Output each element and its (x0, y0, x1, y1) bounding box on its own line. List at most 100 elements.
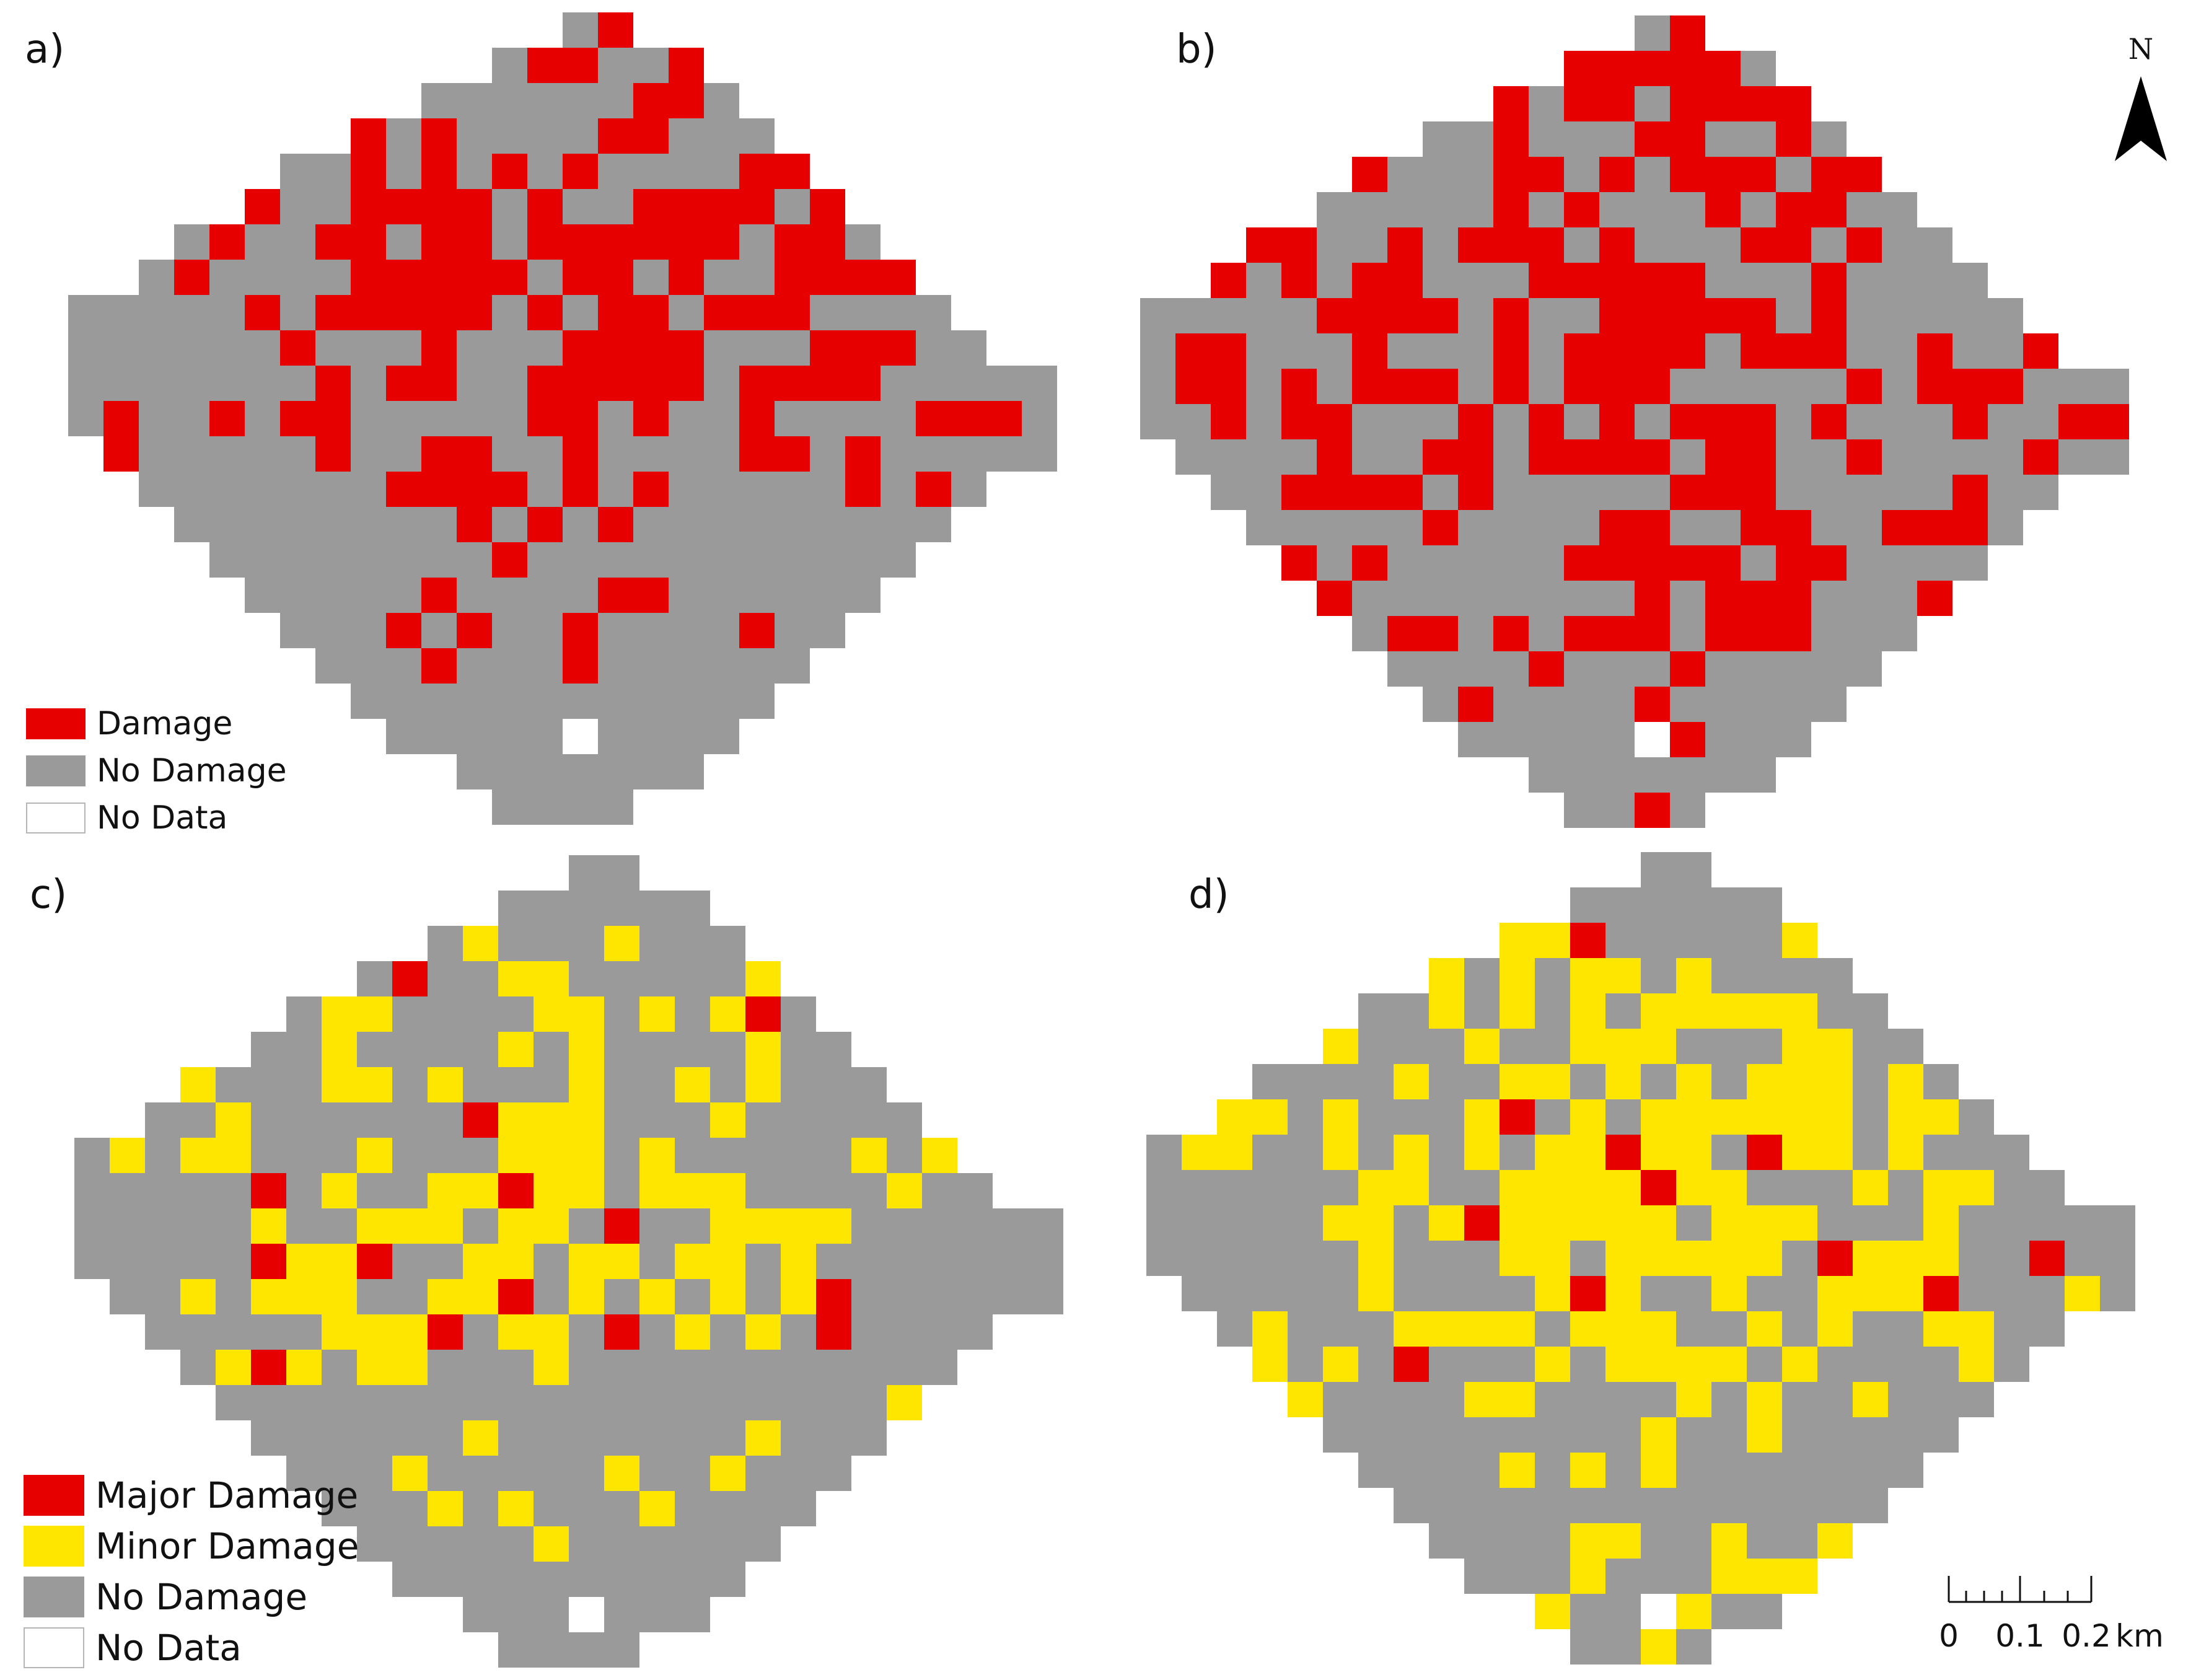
grid-cell-damage (845, 366, 881, 401)
grid-cell-no-damage (1817, 993, 1853, 1029)
grid-cell-no-damage (1853, 1417, 1888, 1453)
grid-cell-no-damage (739, 472, 775, 507)
grid-cell-no-damage (251, 1032, 286, 1067)
grid-cell-no-damage (74, 1138, 110, 1173)
grid-cell-no-damage (739, 507, 775, 542)
grid-cell-no-damage (322, 1456, 357, 1491)
grid-cell-minor-damage (1358, 1276, 1394, 1311)
grid-cell-minor-damage (1394, 1064, 1429, 1099)
grid-cell-no-damage (68, 366, 103, 401)
grid-cell-minor-damage (463, 1244, 498, 1279)
grid-cell-damage (421, 578, 457, 613)
grid-cell-no-damage (1605, 923, 1641, 958)
grid-cell-no-damage (322, 1491, 357, 1526)
grid-cell-minor-damage (922, 1138, 957, 1173)
grid-cell-no-damage (457, 578, 492, 613)
grid-cell-no-damage (1711, 1064, 1747, 1099)
grid-cell-minor-damage (1252, 1311, 1288, 1347)
grid-cell-no-damage (1323, 1382, 1358, 1417)
grid-cell-no-damage (1323, 1311, 1358, 1347)
grid-cell-no-damage (1711, 958, 1747, 993)
legend-swatch-minor-damage (24, 1526, 84, 1567)
grid-cell-minor-damage (1217, 1099, 1252, 1135)
grid-cell-no-damage (916, 436, 951, 472)
grid-cell-no-damage (2065, 1241, 2100, 1276)
grid-cell-no-damage (604, 1138, 639, 1173)
grid-cell-no-damage (1387, 157, 1423, 192)
grid-cell-no-damage (534, 1385, 569, 1420)
grid-cell-no-damage (463, 1314, 498, 1350)
grid-cell-no-damage (428, 1102, 463, 1138)
grid-cell-no-damage (1670, 439, 1705, 475)
grid-cell-minor-damage (1323, 1029, 1358, 1064)
grid-cell-damage (633, 189, 669, 224)
grid-cell-no-damage (421, 684, 457, 719)
grid-cell-damage (845, 436, 881, 472)
grid-cell-no-damage (604, 1032, 639, 1067)
grid-cell-damage (704, 189, 739, 224)
grid-cell-no-damage (1853, 993, 1888, 1029)
grid-cell-damage (739, 366, 775, 401)
grid-cell-no-damage (1711, 1382, 1747, 1417)
grid-cell-no-damage (1776, 263, 1811, 298)
grid-cell-no-damage (216, 1067, 251, 1102)
grid-cell-damage (1705, 157, 1741, 192)
grid-cell-no-damage (1429, 1170, 1464, 1205)
grid-cell-minor-damage (534, 961, 569, 996)
grid-cell-no-damage (527, 648, 563, 684)
legend-swatch-major-damage (24, 1475, 84, 1516)
grid-cell-no-damage (457, 118, 492, 154)
grid-cell-damage (457, 507, 492, 542)
grid-cell-minor-damage (1605, 958, 1641, 993)
grid-cell-no-damage (498, 1420, 534, 1456)
grid-cell-minor-damage (569, 1244, 604, 1279)
grid-cell-no-damage (1952, 263, 1988, 298)
grid-cell-no-damage (180, 1173, 216, 1208)
grid-cell-damage (810, 260, 845, 295)
grid-cell-no-damage (1217, 1241, 1252, 1276)
grid-cell-no-damage (1281, 298, 1317, 333)
grid-cell-no-damage (1882, 263, 1917, 298)
legend-binary: Damage No Damage No Data (26, 700, 287, 842)
grid-cell-damage (527, 48, 563, 83)
grid-cell-no-damage (1570, 1347, 1605, 1382)
grid-cell-no-damage (604, 855, 639, 891)
grid-cell-no-damage (1811, 510, 1847, 545)
grid-cell-no-damage (851, 1314, 887, 1350)
grid-cell-minor-damage (569, 1173, 604, 1208)
grid-cell-no-damage (739, 542, 775, 578)
grid-cell-minor-damage (1500, 993, 1535, 1029)
grid-cell-damage (457, 472, 492, 507)
grid-cell-major-damage (428, 1314, 463, 1350)
grid-cell-minor-damage (710, 1102, 745, 1138)
grid-cell-minor-damage (781, 1279, 816, 1314)
grid-cell-minor-damage (1500, 1382, 1535, 1417)
grid-cell-no-damage (669, 154, 704, 189)
grid-cell-no-damage (1811, 581, 1847, 616)
grid-cell-minor-damage (1888, 1135, 1923, 1170)
grid-cell-minor-damage (1747, 1311, 1782, 1347)
grid-cell-damage (421, 154, 457, 189)
damage-grid-d (1146, 852, 2135, 1665)
grid-cell-no-damage (598, 613, 633, 648)
grid-cell-damage (1281, 404, 1317, 439)
grid-cell-damage (633, 330, 669, 366)
grid-cell-no-damage (1705, 227, 1741, 263)
grid-cell-no-damage (710, 1420, 745, 1456)
legend-swatch-damage (26, 708, 86, 739)
grid-cell-no-damage (357, 1385, 392, 1420)
grid-cell-damage (1670, 651, 1705, 687)
grid-cell-no-damage (280, 295, 315, 330)
grid-cell-no-damage (675, 1385, 710, 1420)
grid-cell-damage (1423, 439, 1458, 475)
grid-cell-no-damage (675, 891, 710, 926)
grid-cell-no-damage (357, 1102, 392, 1138)
grid-cell-no-damage (1570, 1241, 1605, 1276)
grid-cell-no-damage (1670, 687, 1705, 722)
grid-cell-no-damage (1500, 1488, 1535, 1523)
grid-cell-no-damage (604, 961, 639, 996)
grid-cell-no-damage (739, 684, 775, 719)
grid-cell-minor-damage (745, 1032, 781, 1067)
grid-cell-minor-damage (1923, 1205, 1959, 1241)
grid-cell-no-damage (139, 366, 174, 401)
